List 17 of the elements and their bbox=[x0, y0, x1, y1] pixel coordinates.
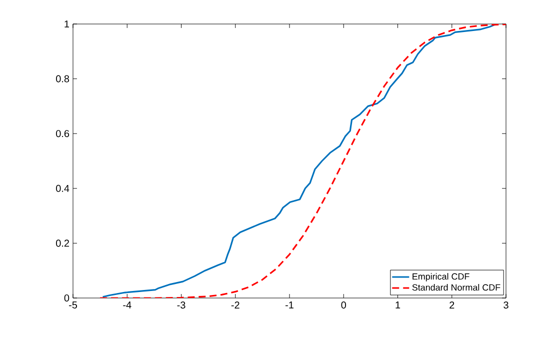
y-tick-label: 0.8 bbox=[56, 75, 70, 82]
x-tick-label: -3 bbox=[177, 302, 186, 309]
x-tick-label: -2 bbox=[231, 302, 240, 308]
y-tick-label: 1 bbox=[64, 20, 70, 28]
x-tick-label: 0 bbox=[341, 302, 346, 309]
y-tick-label: 0 bbox=[64, 294, 70, 302]
x-tick-label: 3 bbox=[504, 302, 508, 309]
x-tick-label: 2 bbox=[450, 302, 454, 308]
x-tick-label: -1 bbox=[286, 302, 294, 308]
y-tick-label: 0.4 bbox=[56, 184, 70, 192]
legend-label: Empirical CDF bbox=[412, 273, 470, 282]
x-tick-label: -5 bbox=[69, 302, 78, 308]
y-tick-label: 0.6 bbox=[56, 130, 70, 138]
legend-label: Standard Normal CDF bbox=[412, 284, 500, 291]
y-tick-label: 0.2 bbox=[56, 240, 69, 247]
x-tick-label: -4 bbox=[123, 302, 132, 308]
x-tick-label: 1 bbox=[396, 302, 400, 308]
